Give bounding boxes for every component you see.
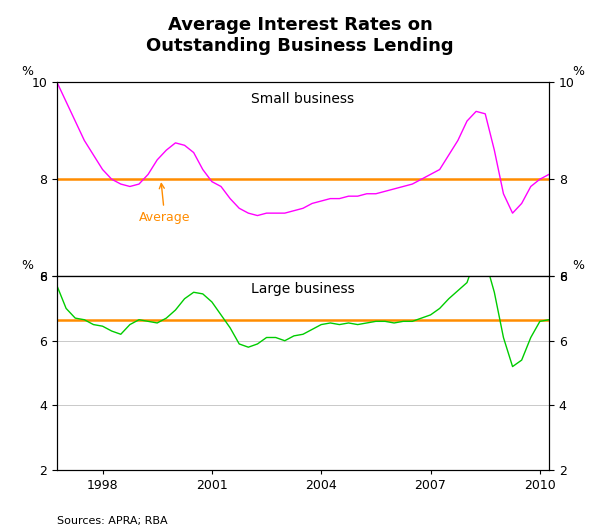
Text: %: % [572,259,584,272]
Text: Average: Average [139,184,191,224]
Text: Large business: Large business [251,282,355,296]
Text: Average Interest Rates on
Outstanding Business Lending: Average Interest Rates on Outstanding Bu… [146,16,454,55]
Text: %: % [22,259,34,272]
Text: %: % [22,65,34,79]
Text: %: % [572,65,584,79]
Text: Sources: APRA; RBA: Sources: APRA; RBA [57,516,167,526]
Text: Small business: Small business [251,92,355,106]
